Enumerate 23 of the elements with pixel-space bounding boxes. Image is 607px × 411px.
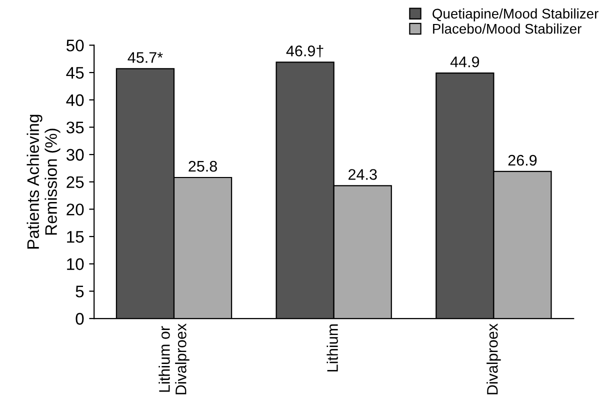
y-tick-label: 20 (66, 204, 84, 216)
y-tick-label: 0 (76, 312, 84, 325)
x-tick-label: Lithium or Divalproex (158, 324, 190, 394)
y-tick-label: 40 (66, 94, 84, 106)
y-tick-label: 10 (67, 258, 84, 270)
data-label: 24.3 (348, 169, 377, 180)
y-tick-label: 5 (76, 286, 84, 298)
x-tick-label: Lithium (326, 324, 338, 372)
x-tick-label: Divalproex (486, 324, 501, 394)
data-label: 44.9 (450, 56, 480, 68)
y-tick-label: 45 (66, 67, 84, 79)
data-label: 26.9 (508, 154, 537, 166)
y-tick-label: 25 (66, 176, 84, 188)
data-label: 45.7* (128, 52, 163, 63)
legend-label: Placebo/Mood Stabilizer (433, 24, 582, 34)
y-axis-title: Patients Achieving Remission (%) (26, 114, 60, 249)
y-tick-label: 15 (67, 231, 84, 243)
y-tick-label: 30 (66, 148, 84, 161)
y-tick-label: 50 (66, 40, 84, 52)
data-label: 46.9† (286, 45, 324, 58)
data-label: 25.8 (188, 160, 217, 172)
legend-label: Quetiapine/Mood Stabilizer (432, 8, 598, 22)
y-tick-label: 35 (66, 122, 84, 134)
